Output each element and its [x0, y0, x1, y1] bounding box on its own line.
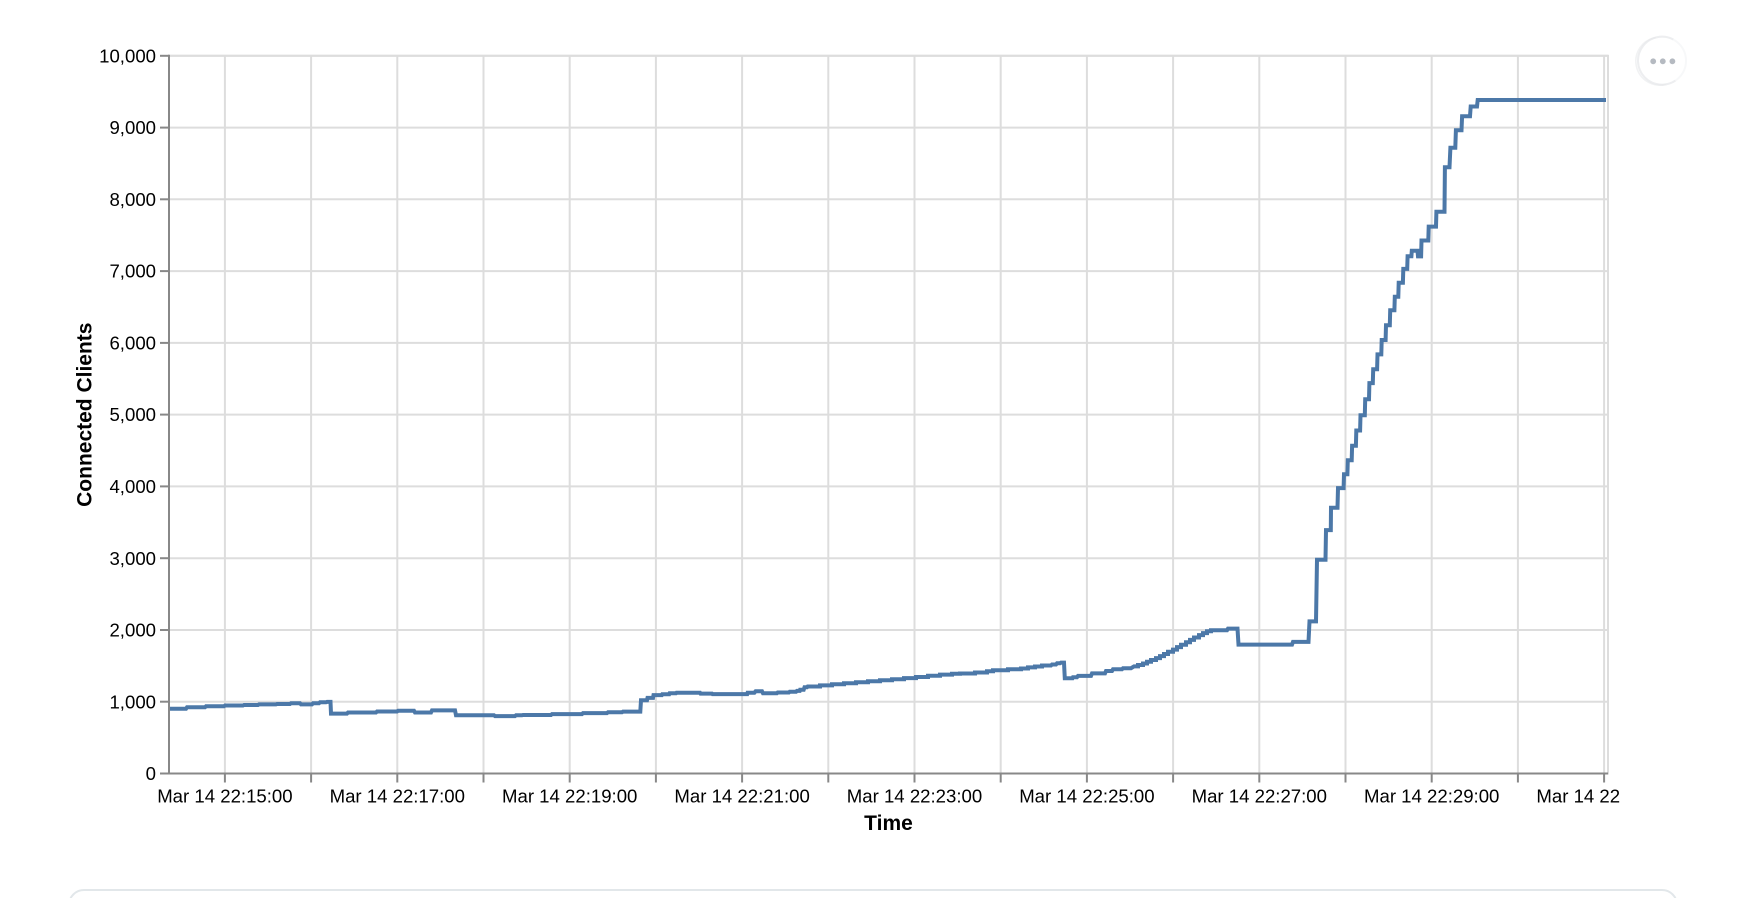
svg-text:Mar 14 22:23:00: Mar 14 22:23:00: [847, 786, 982, 807]
svg-text:Mar 14 22:31:00: Mar 14 22:31:00: [1536, 786, 1671, 807]
svg-text:2,000: 2,000: [109, 620, 156, 641]
svg-text:3,000: 3,000: [109, 548, 156, 569]
svg-text:4,000: 4,000: [109, 476, 156, 497]
svg-text:8,000: 8,000: [109, 189, 156, 210]
svg-text:7,000: 7,000: [109, 261, 156, 282]
svg-text:Mar 14 22:21:00: Mar 14 22:21:00: [674, 786, 809, 807]
svg-text:9,000: 9,000: [109, 117, 156, 138]
svg-text:5,000: 5,000: [109, 404, 156, 425]
svg-text:0: 0: [146, 763, 156, 784]
svg-text:1,000: 1,000: [109, 691, 156, 712]
svg-text:Mar 14 22:25:00: Mar 14 22:25:00: [1019, 786, 1154, 807]
svg-text:Mar 14 22:29:00: Mar 14 22:29:00: [1364, 786, 1499, 807]
svg-text:10,000: 10,000: [99, 45, 156, 66]
svg-text:Mar 14 22:17:00: Mar 14 22:17:00: [330, 786, 465, 807]
svg-text:Mar 14 22:15:00: Mar 14 22:15:00: [157, 786, 292, 807]
svg-text:Time: Time: [864, 812, 913, 835]
svg-text:Connected Clients: Connected Clients: [74, 323, 97, 507]
svg-text:Mar 14 22:19:00: Mar 14 22:19:00: [502, 786, 637, 807]
svg-text:Mar 14 22:27:00: Mar 14 22:27:00: [1192, 786, 1327, 807]
svg-text:6,000: 6,000: [109, 333, 156, 354]
